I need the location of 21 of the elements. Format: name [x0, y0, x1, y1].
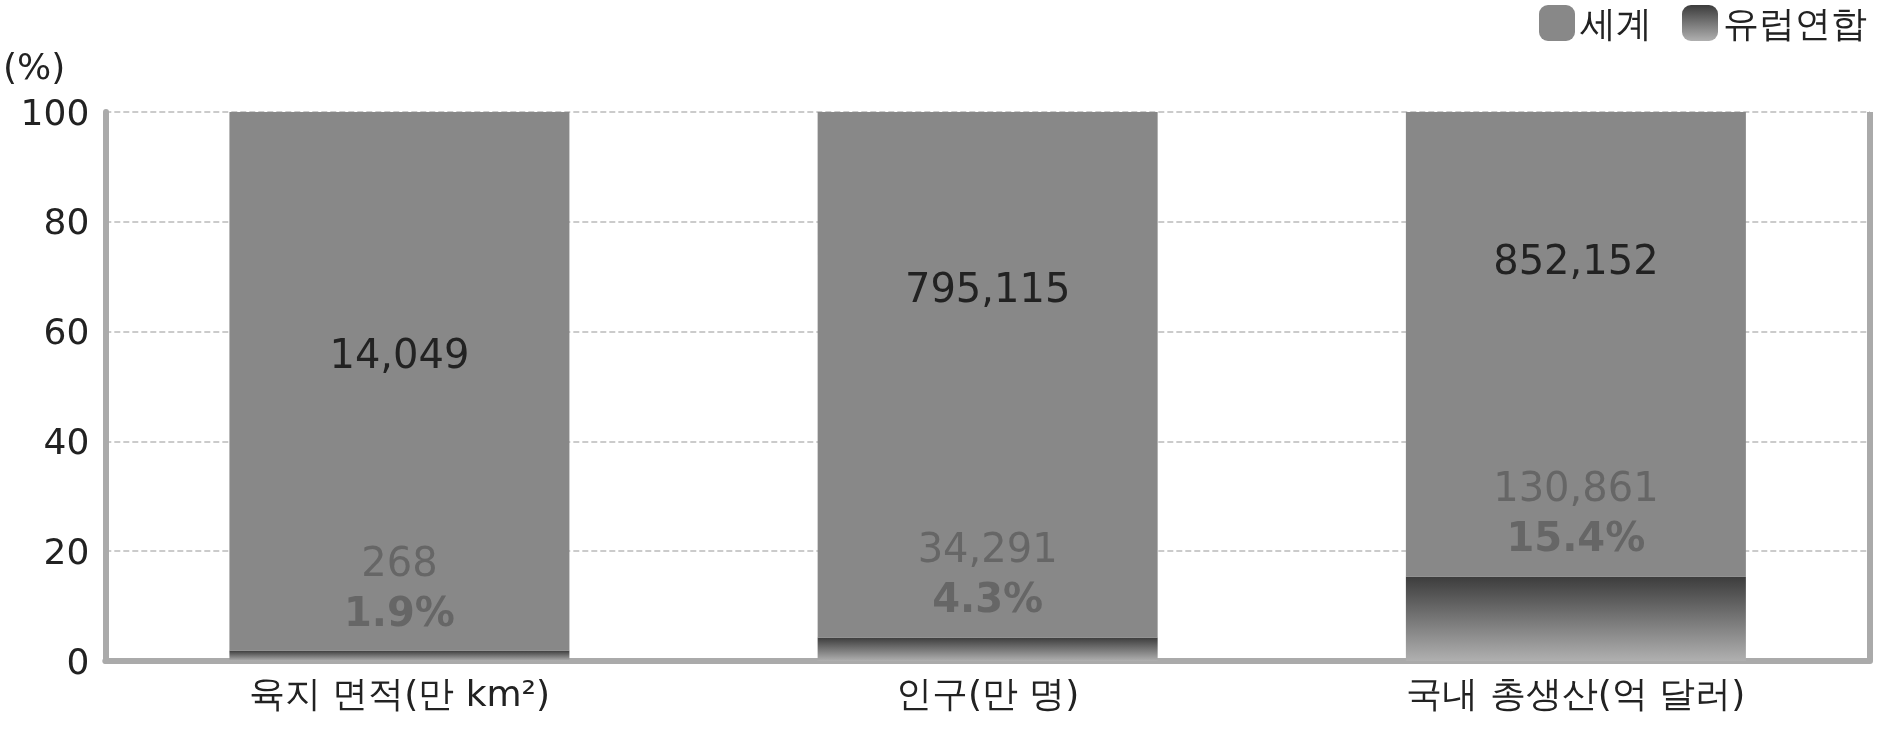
bar — [817, 637, 1158, 661]
y-tick-label: 80 — [43, 201, 90, 243]
bar — [1405, 112, 1746, 577]
x-tick-label: 인구(만 명) — [895, 672, 1080, 714]
bar — [1405, 576, 1746, 661]
x-tick-label: 국내 총생산(억 달러) — [1406, 672, 1746, 714]
y-axis-title: (%) — [3, 45, 66, 87]
annotation: 14,049 — [329, 330, 470, 377]
y-tick-label: 20 — [43, 530, 90, 572]
bar — [817, 112, 1158, 638]
legend-label: 유럽연합 — [1723, 2, 1867, 44]
y-tick-label: 100 — [20, 91, 90, 133]
bar — [229, 650, 570, 661]
legend-label: 세계 — [1580, 2, 1652, 44]
annotation: 852,152 — [1493, 237, 1659, 284]
y-tick-label: 60 — [43, 311, 90, 353]
y-tick-label: 0 — [66, 640, 90, 682]
bar — [229, 112, 570, 651]
y-tick-label: 40 — [43, 420, 90, 462]
x-tick-label: 육지 면적(만 km²) — [248, 672, 551, 714]
annotation: 795,115 — [904, 264, 1071, 311]
